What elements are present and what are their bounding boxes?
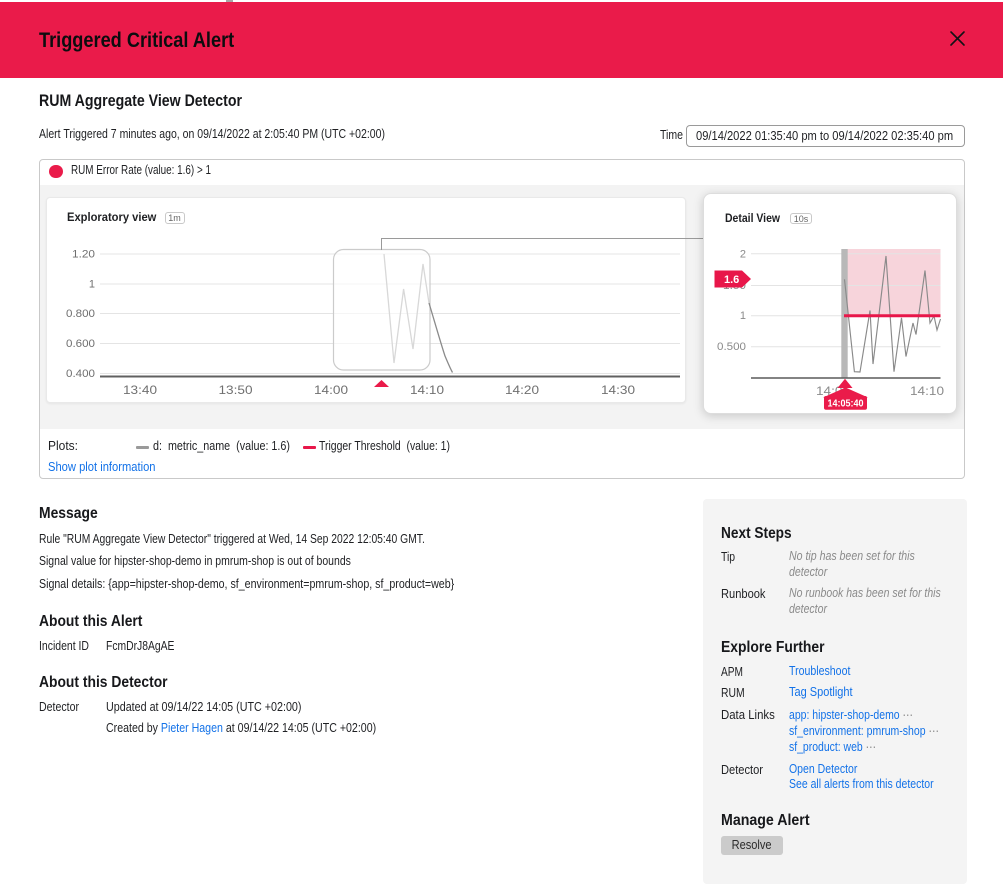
svg-text:13:40: 13:40 — [123, 385, 157, 397]
svg-text:14:05:40: 14:05:40 — [828, 398, 864, 409]
svg-text:14:00: 14:00 — [314, 385, 348, 397]
svg-text:0.600: 0.600 — [66, 338, 95, 350]
svg-text:0.500: 0.500 — [717, 341, 746, 353]
svg-text:14:20: 14:20 — [505, 385, 539, 397]
svg-text:1: 1 — [88, 279, 94, 291]
svg-text:14:10: 14:10 — [410, 385, 444, 397]
svg-text:0.400: 0.400 — [66, 368, 95, 380]
svg-text:13:50: 13:50 — [218, 385, 252, 397]
svg-text:14:10: 14:10 — [910, 386, 944, 398]
svg-text:2: 2 — [740, 248, 746, 260]
svg-text:1.6: 1.6 — [724, 274, 739, 286]
svg-text:1.20: 1.20 — [72, 249, 95, 261]
svg-text:0.800: 0.800 — [66, 308, 95, 320]
svg-text:14:30: 14:30 — [601, 385, 635, 397]
svg-text:1: 1 — [740, 310, 746, 322]
